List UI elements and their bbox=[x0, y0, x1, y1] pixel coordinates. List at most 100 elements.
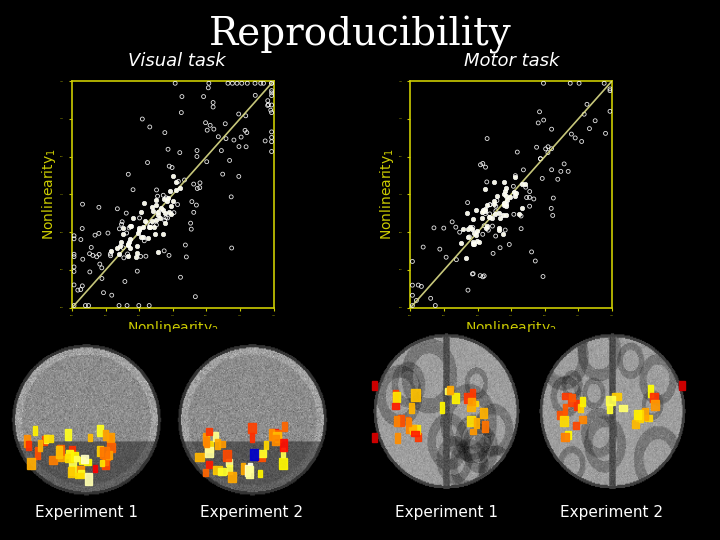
Point bbox=[208, 125, 220, 133]
Point bbox=[122, 249, 133, 258]
Bar bbox=[206, 461, 212, 468]
Point bbox=[484, 200, 495, 209]
Point bbox=[173, 177, 184, 186]
Point bbox=[488, 178, 500, 186]
Point bbox=[540, 145, 552, 153]
Point bbox=[500, 202, 511, 211]
Bar bbox=[213, 432, 218, 441]
Point bbox=[77, 255, 89, 264]
Point bbox=[172, 200, 184, 209]
Point bbox=[262, 101, 274, 110]
Point bbox=[163, 207, 175, 216]
Point bbox=[534, 107, 545, 116]
Point bbox=[562, 167, 574, 176]
Bar bbox=[204, 434, 209, 445]
Point bbox=[531, 143, 542, 152]
Point bbox=[143, 301, 155, 310]
Point bbox=[477, 206, 489, 214]
Text: Experiment 2: Experiment 2 bbox=[200, 505, 304, 520]
Point bbox=[114, 242, 125, 251]
Bar bbox=[639, 410, 643, 422]
Point bbox=[482, 134, 493, 143]
Point bbox=[96, 274, 108, 283]
Point bbox=[500, 211, 512, 220]
Point bbox=[117, 244, 129, 252]
Bar bbox=[269, 429, 274, 440]
Point bbox=[498, 211, 509, 219]
Point bbox=[132, 267, 143, 275]
Bar bbox=[258, 450, 266, 457]
Point bbox=[487, 222, 498, 231]
Point bbox=[265, 106, 276, 114]
Point bbox=[84, 268, 96, 276]
Bar bbox=[393, 392, 400, 402]
Point bbox=[483, 212, 495, 221]
Point bbox=[236, 79, 248, 87]
Bar bbox=[107, 433, 114, 442]
Bar bbox=[636, 414, 642, 421]
Bar bbox=[411, 430, 419, 436]
Point bbox=[87, 251, 99, 260]
Point bbox=[468, 238, 480, 246]
Point bbox=[140, 252, 152, 260]
Point bbox=[135, 233, 147, 241]
Text: Experiment 1: Experiment 1 bbox=[35, 505, 138, 520]
Point bbox=[564, 79, 576, 87]
Point bbox=[84, 249, 95, 258]
Bar bbox=[468, 398, 474, 404]
Bar bbox=[607, 404, 613, 413]
Text: Experiment 1: Experiment 1 bbox=[395, 505, 498, 520]
Point bbox=[490, 202, 502, 211]
Point bbox=[471, 226, 482, 235]
Point bbox=[485, 200, 496, 209]
Bar bbox=[76, 467, 84, 477]
Bar bbox=[415, 433, 420, 441]
Point bbox=[468, 240, 480, 248]
Point bbox=[604, 86, 616, 95]
Point bbox=[523, 193, 535, 202]
Point bbox=[155, 204, 166, 213]
Point bbox=[462, 286, 474, 294]
Point bbox=[134, 224, 145, 232]
Point bbox=[143, 223, 155, 232]
Point bbox=[604, 85, 616, 93]
Bar bbox=[24, 435, 30, 447]
Bar bbox=[647, 386, 653, 396]
Point bbox=[488, 199, 500, 208]
Point bbox=[158, 194, 170, 203]
Point bbox=[133, 226, 145, 234]
Point bbox=[104, 249, 116, 258]
Point bbox=[474, 271, 486, 280]
Bar bbox=[78, 470, 84, 477]
Bar bbox=[69, 456, 76, 466]
Bar bbox=[107, 443, 115, 451]
Bar bbox=[107, 435, 112, 443]
Point bbox=[441, 253, 452, 261]
Point bbox=[487, 249, 499, 258]
Point bbox=[241, 79, 253, 87]
Point bbox=[546, 204, 557, 213]
Bar bbox=[100, 447, 109, 458]
Point bbox=[158, 191, 169, 200]
Point bbox=[464, 233, 475, 241]
Bar bbox=[557, 411, 566, 419]
Point bbox=[68, 252, 80, 261]
Point bbox=[524, 202, 536, 211]
Point bbox=[516, 179, 527, 188]
Bar bbox=[619, 406, 627, 411]
Bar bbox=[562, 404, 567, 414]
Point bbox=[434, 245, 446, 253]
Point bbox=[508, 210, 520, 219]
Point bbox=[480, 224, 491, 232]
Point bbox=[428, 224, 440, 232]
Point bbox=[498, 178, 510, 186]
Point bbox=[142, 219, 153, 227]
Point bbox=[68, 267, 80, 276]
Point bbox=[133, 301, 145, 310]
Point bbox=[518, 166, 529, 174]
Bar bbox=[105, 454, 110, 461]
Bar bbox=[218, 468, 225, 475]
Point bbox=[162, 214, 174, 222]
Point bbox=[174, 148, 186, 157]
Bar bbox=[441, 402, 444, 413]
